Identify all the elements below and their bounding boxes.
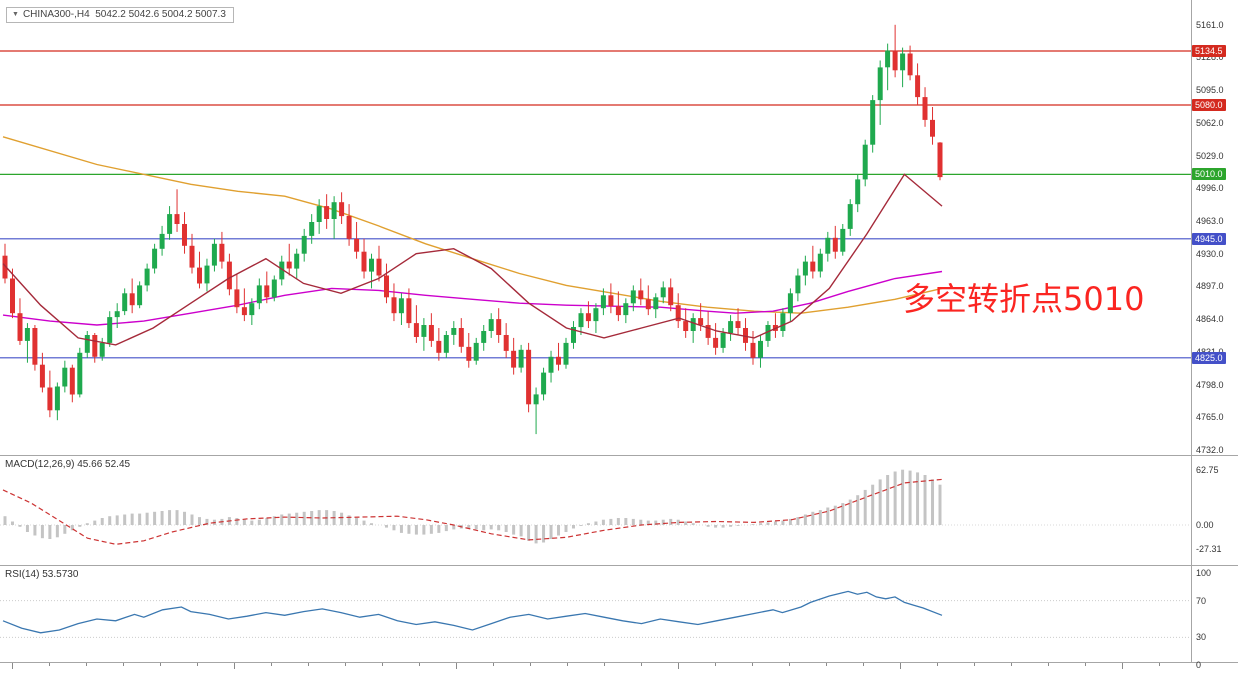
ohlc-values: 5042.2 5042.6 5004.2 5007.3	[95, 9, 226, 20]
rsi-axis-label: 0	[1196, 660, 1202, 670]
macd-pane[interactable]: MACD(12,26,9) 45.66 52.45	[0, 456, 1191, 565]
time-axis-tick	[641, 663, 642, 666]
time-axis-tick	[1159, 663, 1160, 666]
rsi-axis-label: 70	[1196, 596, 1207, 606]
rsi-axis-label: 100	[1196, 568, 1212, 578]
main-chart-pane[interactable]: ▼ CHINA300-,H4 5042.2 5042.6 5004.2 5007.…	[0, 0, 1191, 455]
time-axis-tick	[937, 663, 938, 666]
rsi-svg[interactable]	[0, 566, 1191, 662]
time-axis-tick	[826, 663, 827, 666]
pane-separator-rsi[interactable]	[0, 565, 1238, 566]
time-axis-tick	[382, 663, 383, 666]
main-chart-svg[interactable]	[0, 0, 1191, 455]
time-axis-separator	[0, 662, 1238, 663]
price-axis-label: 4864.0	[1196, 314, 1224, 324]
time-axis-tick	[271, 663, 272, 666]
pane-separator-macd[interactable]	[0, 455, 1238, 456]
macd-axis-label: -27.31	[1196, 544, 1222, 554]
macd-axis-label: 0.00	[1196, 520, 1214, 530]
macd-svg[interactable]	[0, 456, 1191, 565]
collapse-triangle-icon[interactable]: ▼	[12, 11, 19, 18]
price-axis-label: 5128.0	[1196, 52, 1224, 62]
rsi-pane[interactable]: RSI(14) 53.5730	[0, 566, 1191, 662]
price-axis-label: 5062.0	[1196, 118, 1224, 128]
macd-label: MACD(12,26,9) 45.66 52.45	[5, 459, 131, 470]
price-axis-label: 4963.0	[1196, 216, 1224, 226]
time-axis-tick	[86, 663, 87, 666]
level-price-badge: 5134.5	[1192, 45, 1226, 57]
time-axis-tick	[1085, 663, 1086, 666]
time-axis-tick	[604, 663, 605, 666]
annotation-text[interactable]: 多空转折点5010	[903, 280, 1145, 318]
time-axis[interactable]	[0, 663, 1191, 673]
time-axis-tick	[49, 663, 50, 666]
rsi-axis-label: 30	[1196, 632, 1207, 642]
price-axis-label: 4765.0	[1196, 412, 1224, 422]
time-axis-tick	[900, 663, 901, 669]
time-axis-tick	[160, 663, 161, 666]
rsi-label: RSI(14) 53.5730	[5, 569, 79, 580]
time-axis-tick	[678, 663, 679, 669]
macd-axis-label: 62.75	[1196, 465, 1219, 475]
time-axis-tick	[419, 663, 420, 666]
price-axis-label: 4930.0	[1196, 249, 1224, 259]
time-axis-tick	[197, 663, 198, 666]
chart-title-box: ▼ CHINA300-,H4 5042.2 5042.6 5004.2 5007.…	[6, 7, 234, 23]
level-price-badge: 5010.0	[1192, 168, 1226, 180]
price-axis-label: 4897.0	[1196, 281, 1224, 291]
price-axis-label: 4732.0	[1196, 445, 1224, 455]
price-axis-label: 4798.0	[1196, 380, 1224, 390]
time-axis-tick	[715, 663, 716, 666]
price-axis-label: 5095.0	[1196, 85, 1224, 95]
time-axis-tick	[1122, 663, 1123, 669]
time-axis-tick	[1011, 663, 1012, 666]
time-axis-tick	[752, 663, 753, 666]
time-axis-tick	[863, 663, 864, 666]
time-axis-tick	[493, 663, 494, 666]
price-axis[interactable]: 5161.0 5128.0 5095.0 5062.0 5029.0 4996.0 4963…	[1192, 0, 1238, 673]
price-axis-label: 5161.0	[1196, 20, 1224, 30]
price-axis-label: 4996.0	[1196, 183, 1224, 193]
time-axis-tick	[974, 663, 975, 666]
price-axis-separator	[1191, 0, 1192, 662]
time-axis-tick	[234, 663, 235, 669]
price-axis-label: 5029.0	[1196, 151, 1224, 161]
time-axis-tick	[456, 663, 457, 669]
time-axis-tick	[12, 663, 13, 669]
time-axis-tick	[567, 663, 568, 666]
symbol-label: CHINA300-,H4	[22, 9, 90, 20]
level-price-badge: 4945.0	[1192, 233, 1226, 245]
time-axis-tick	[345, 663, 346, 666]
level-price-badge: 5080.0	[1192, 99, 1226, 111]
time-axis-tick	[308, 663, 309, 666]
time-axis-tick	[1048, 663, 1049, 666]
time-axis-tick	[123, 663, 124, 666]
time-axis-tick	[789, 663, 790, 666]
level-price-badge: 4825.0	[1192, 352, 1226, 364]
time-axis-tick	[530, 663, 531, 666]
